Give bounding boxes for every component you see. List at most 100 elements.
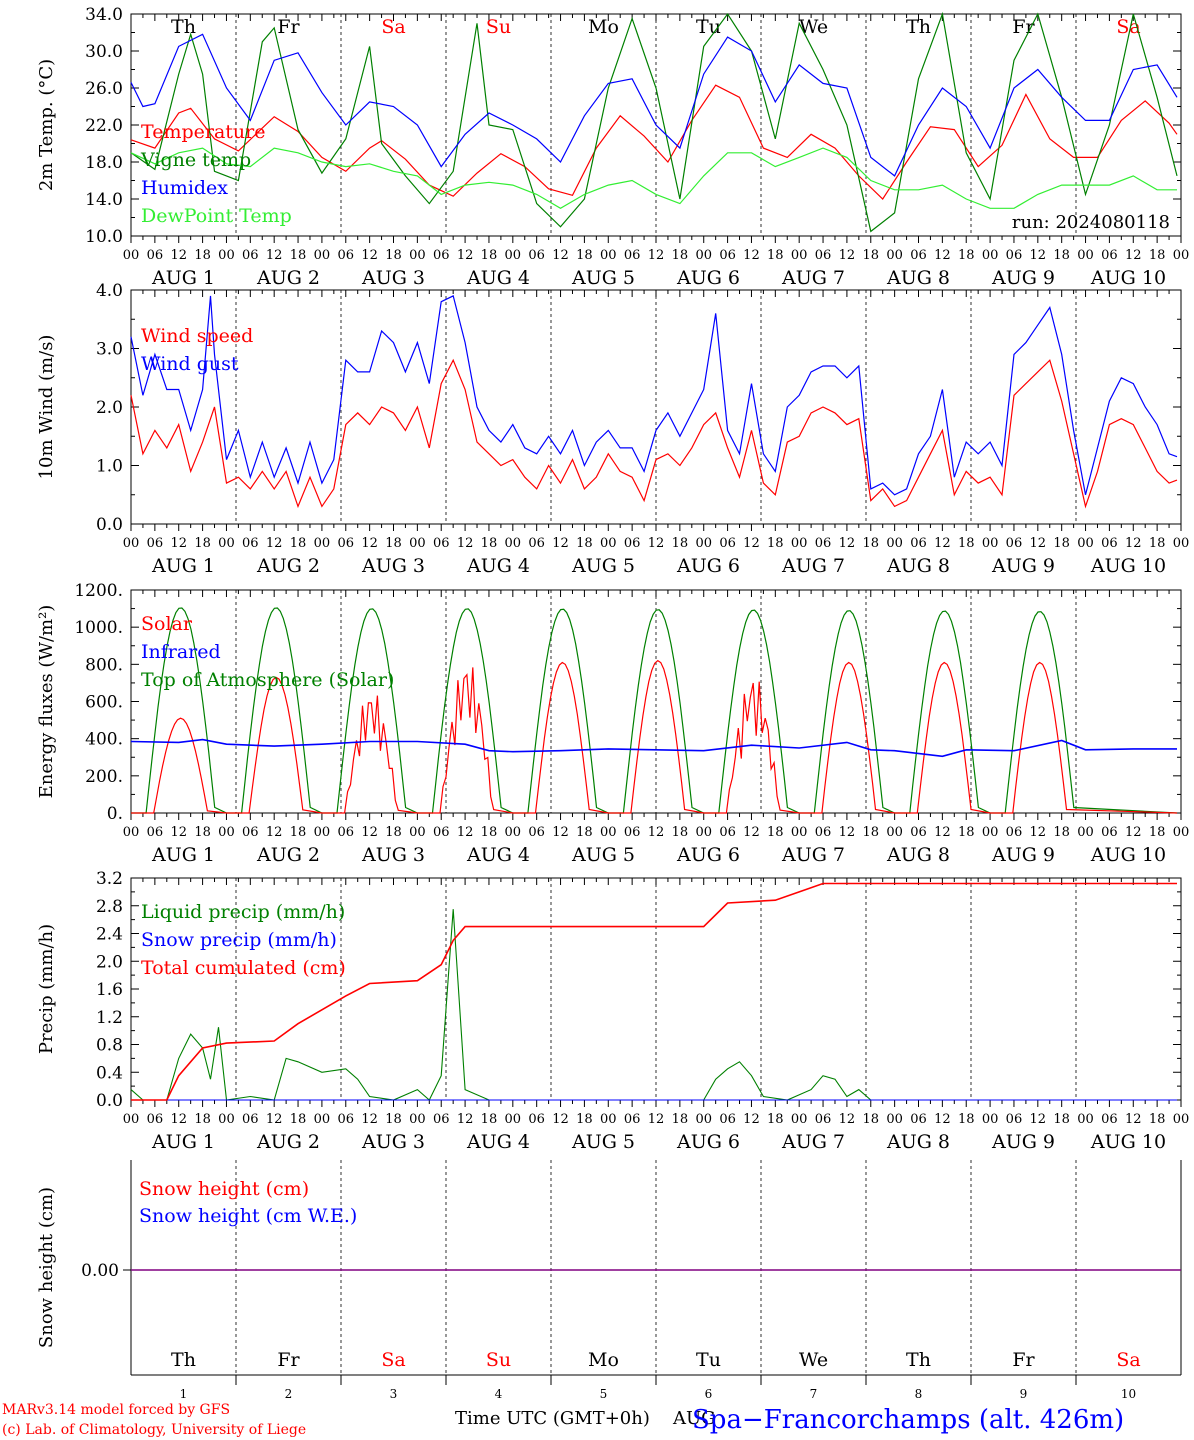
legend-humidex: Humidex — [141, 177, 228, 199]
hour-tick-label: 06 — [815, 1112, 832, 1127]
legend-snow-height-cm: Snow height (cm) — [139, 1178, 309, 1200]
hour-tick-label: 12 — [648, 536, 665, 551]
hour-tick-label: 06 — [528, 825, 545, 840]
hour-tick-label: 12 — [1125, 536, 1142, 551]
hour-tick-label: 18 — [385, 1112, 402, 1127]
date-label: AUG 9 — [991, 267, 1055, 289]
date-label: AUG 2 — [256, 267, 320, 289]
hour-tick-label: 00 — [123, 825, 140, 840]
hour-tick-label: 12 — [170, 825, 187, 840]
hour-tick-label: 12 — [1030, 1112, 1047, 1127]
hour-tick-label: 06 — [528, 1112, 545, 1127]
hour-tick-label: 18 — [194, 825, 211, 840]
hour-tick-label: 00 — [791, 825, 808, 840]
date-label: AUG 4 — [466, 1131, 530, 1153]
hour-tick-label: 12 — [839, 1112, 856, 1127]
hour-tick-label: 06 — [337, 1112, 354, 1127]
y-tick-label: 22.0 — [85, 116, 123, 136]
day-name: Fr — [277, 1349, 300, 1371]
date-label: AUG 10 — [1090, 844, 1166, 866]
hour-tick-label: 06 — [242, 825, 259, 840]
legend-wind-gust: Wind gust — [141, 353, 239, 375]
hour-tick-label: 00 — [409, 1112, 426, 1127]
y-axis-label: Energy fluxes (W/m²) — [36, 605, 57, 799]
hour-tick-label: 06 — [719, 248, 736, 263]
day-name: Sa — [1116, 16, 1140, 38]
day-number: 10 — [1121, 1387, 1136, 1401]
series-wind-gust — [130, 295, 1178, 496]
day-name: Fr — [277, 16, 300, 38]
hour-tick-label: 18 — [385, 825, 402, 840]
hour-tick-label: 06 — [910, 825, 927, 840]
x-axis-label: Time UTC (GMT+0h) — [455, 1408, 650, 1429]
hour-tick-label: 00 — [123, 248, 140, 263]
day-name: We — [799, 16, 828, 38]
hour-tick-label: 00 — [600, 536, 617, 551]
date-label: AUG 7 — [781, 1131, 845, 1153]
y-tick-label: 14.0 — [85, 190, 123, 210]
hour-tick-label: 00 — [409, 248, 426, 263]
y-tick-label: 0.0 — [96, 1091, 123, 1111]
month-label: AUG — [672, 1408, 716, 1429]
y-tick-label: 3.0 — [96, 340, 123, 360]
hour-tick-label: 18 — [958, 248, 975, 263]
hour-tick-label: 12 — [552, 536, 569, 551]
date-label: AUG 9 — [991, 1131, 1055, 1153]
hour-tick-label: 00 — [695, 825, 712, 840]
hour-tick-label: 06 — [1006, 825, 1023, 840]
hour-tick-label: 12 — [839, 825, 856, 840]
hour-tick-label: 18 — [481, 1112, 498, 1127]
hour-tick-label: 00 — [982, 1112, 999, 1127]
hour-tick-label: 06 — [1101, 825, 1118, 840]
hour-tick-label: 12 — [934, 1112, 951, 1127]
legend-liquid-precip-mm-h: Liquid precip (mm/h) — [141, 901, 345, 923]
hour-tick-label: 06 — [337, 825, 354, 840]
hour-tick-label: 00 — [1173, 248, 1190, 263]
hour-tick-label: 12 — [648, 248, 665, 263]
y-tick-label: 2.8 — [96, 897, 123, 917]
hour-tick-label: 18 — [672, 1112, 689, 1127]
hour-tick-label: 00 — [409, 536, 426, 551]
date-label: AUG 8 — [886, 844, 950, 866]
hour-tick-label: 06 — [433, 1112, 450, 1127]
hour-tick-label: 12 — [266, 248, 283, 263]
hour-tick-label: 06 — [1101, 248, 1118, 263]
run-annotation: run: 2024080118 — [1012, 212, 1170, 233]
hour-tick-label: 18 — [1149, 248, 1166, 263]
day-name: Th — [906, 16, 931, 38]
hour-tick-label: 12 — [648, 1112, 665, 1127]
hour-tick-label: 00 — [218, 825, 235, 840]
legend-dewpoint-temp: DewPoint Temp — [141, 205, 292, 227]
day-number: 5 — [600, 1387, 608, 1401]
y-tick-label: 0. — [107, 804, 123, 824]
hour-tick-label: 18 — [1149, 1112, 1166, 1127]
day-name: Mo — [588, 1349, 619, 1371]
plot-frame — [130, 589, 1182, 814]
y-axis-label: 2m Temp. (°C) — [36, 59, 57, 191]
hour-tick-label: 00 — [982, 248, 999, 263]
y-tick-label: 0.8 — [96, 1036, 123, 1056]
hour-tick-label: 12 — [552, 248, 569, 263]
hour-tick-label: 12 — [934, 248, 951, 263]
date-label: AUG 4 — [466, 555, 530, 577]
date-label: AUG 8 — [886, 555, 950, 577]
hour-tick-label: 00 — [314, 1112, 331, 1127]
hour-tick-label: 06 — [1101, 1112, 1118, 1127]
day-name: Mo — [588, 16, 619, 38]
y-tick-label: 0.00 — [81, 1261, 119, 1281]
day-name: Th — [171, 16, 196, 38]
y-tick-label: 200. — [85, 767, 123, 787]
hour-tick-label: 00 — [123, 536, 140, 551]
y-tick-label: 4.0 — [96, 281, 123, 301]
hour-tick-label: 06 — [910, 536, 927, 551]
hour-tick-label: 00 — [218, 1112, 235, 1127]
hour-tick-label: 00 — [886, 248, 903, 263]
y-tick-label: 10.0 — [85, 227, 123, 247]
day-number: 1 — [180, 1387, 188, 1401]
day-name: Fr — [1012, 16, 1035, 38]
hour-tick-label: 18 — [1053, 536, 1070, 551]
legend-snow-precip-mm-h: Snow precip (mm/h) — [141, 929, 337, 951]
y-tick-label: 26.0 — [85, 79, 123, 99]
series-temperature — [130, 84, 1178, 200]
hour-tick-label: 12 — [361, 1112, 378, 1127]
